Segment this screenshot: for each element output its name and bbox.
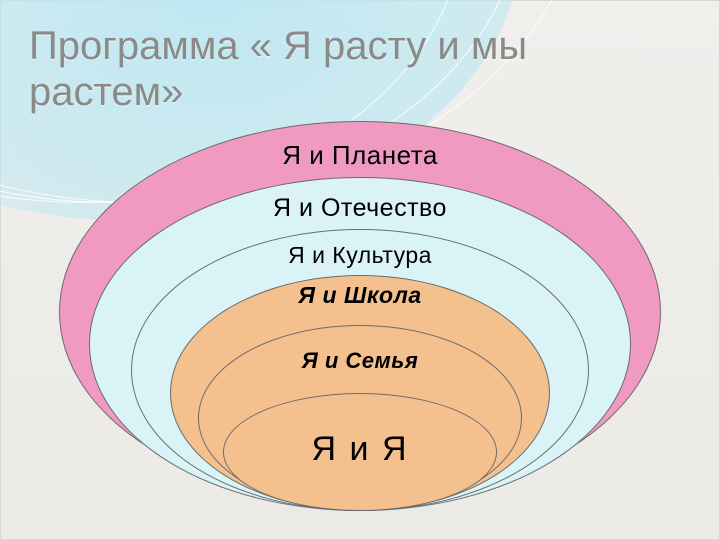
- ring-label-school: Я и Школа: [171, 282, 549, 309]
- ring-label-family: Я и Семья: [199, 348, 521, 374]
- ring-label-fatherland: Я и Отечество: [90, 194, 630, 223]
- diagram-stacked-venn: Я и Планета Я и Отечество Я и Культура Я…: [1, 121, 719, 539]
- ring-label-self: Я и Я: [224, 430, 496, 469]
- ring-label-planet: Я и Планета: [60, 140, 660, 171]
- slide: Программа « Я расту и мы растем» Я и Пла…: [0, 0, 720, 540]
- slide-title: Программа « Я расту и мы растем»: [29, 23, 679, 115]
- ring-label-culture: Я и Культура: [132, 242, 588, 269]
- ring-self: Я и Я: [223, 393, 497, 511]
